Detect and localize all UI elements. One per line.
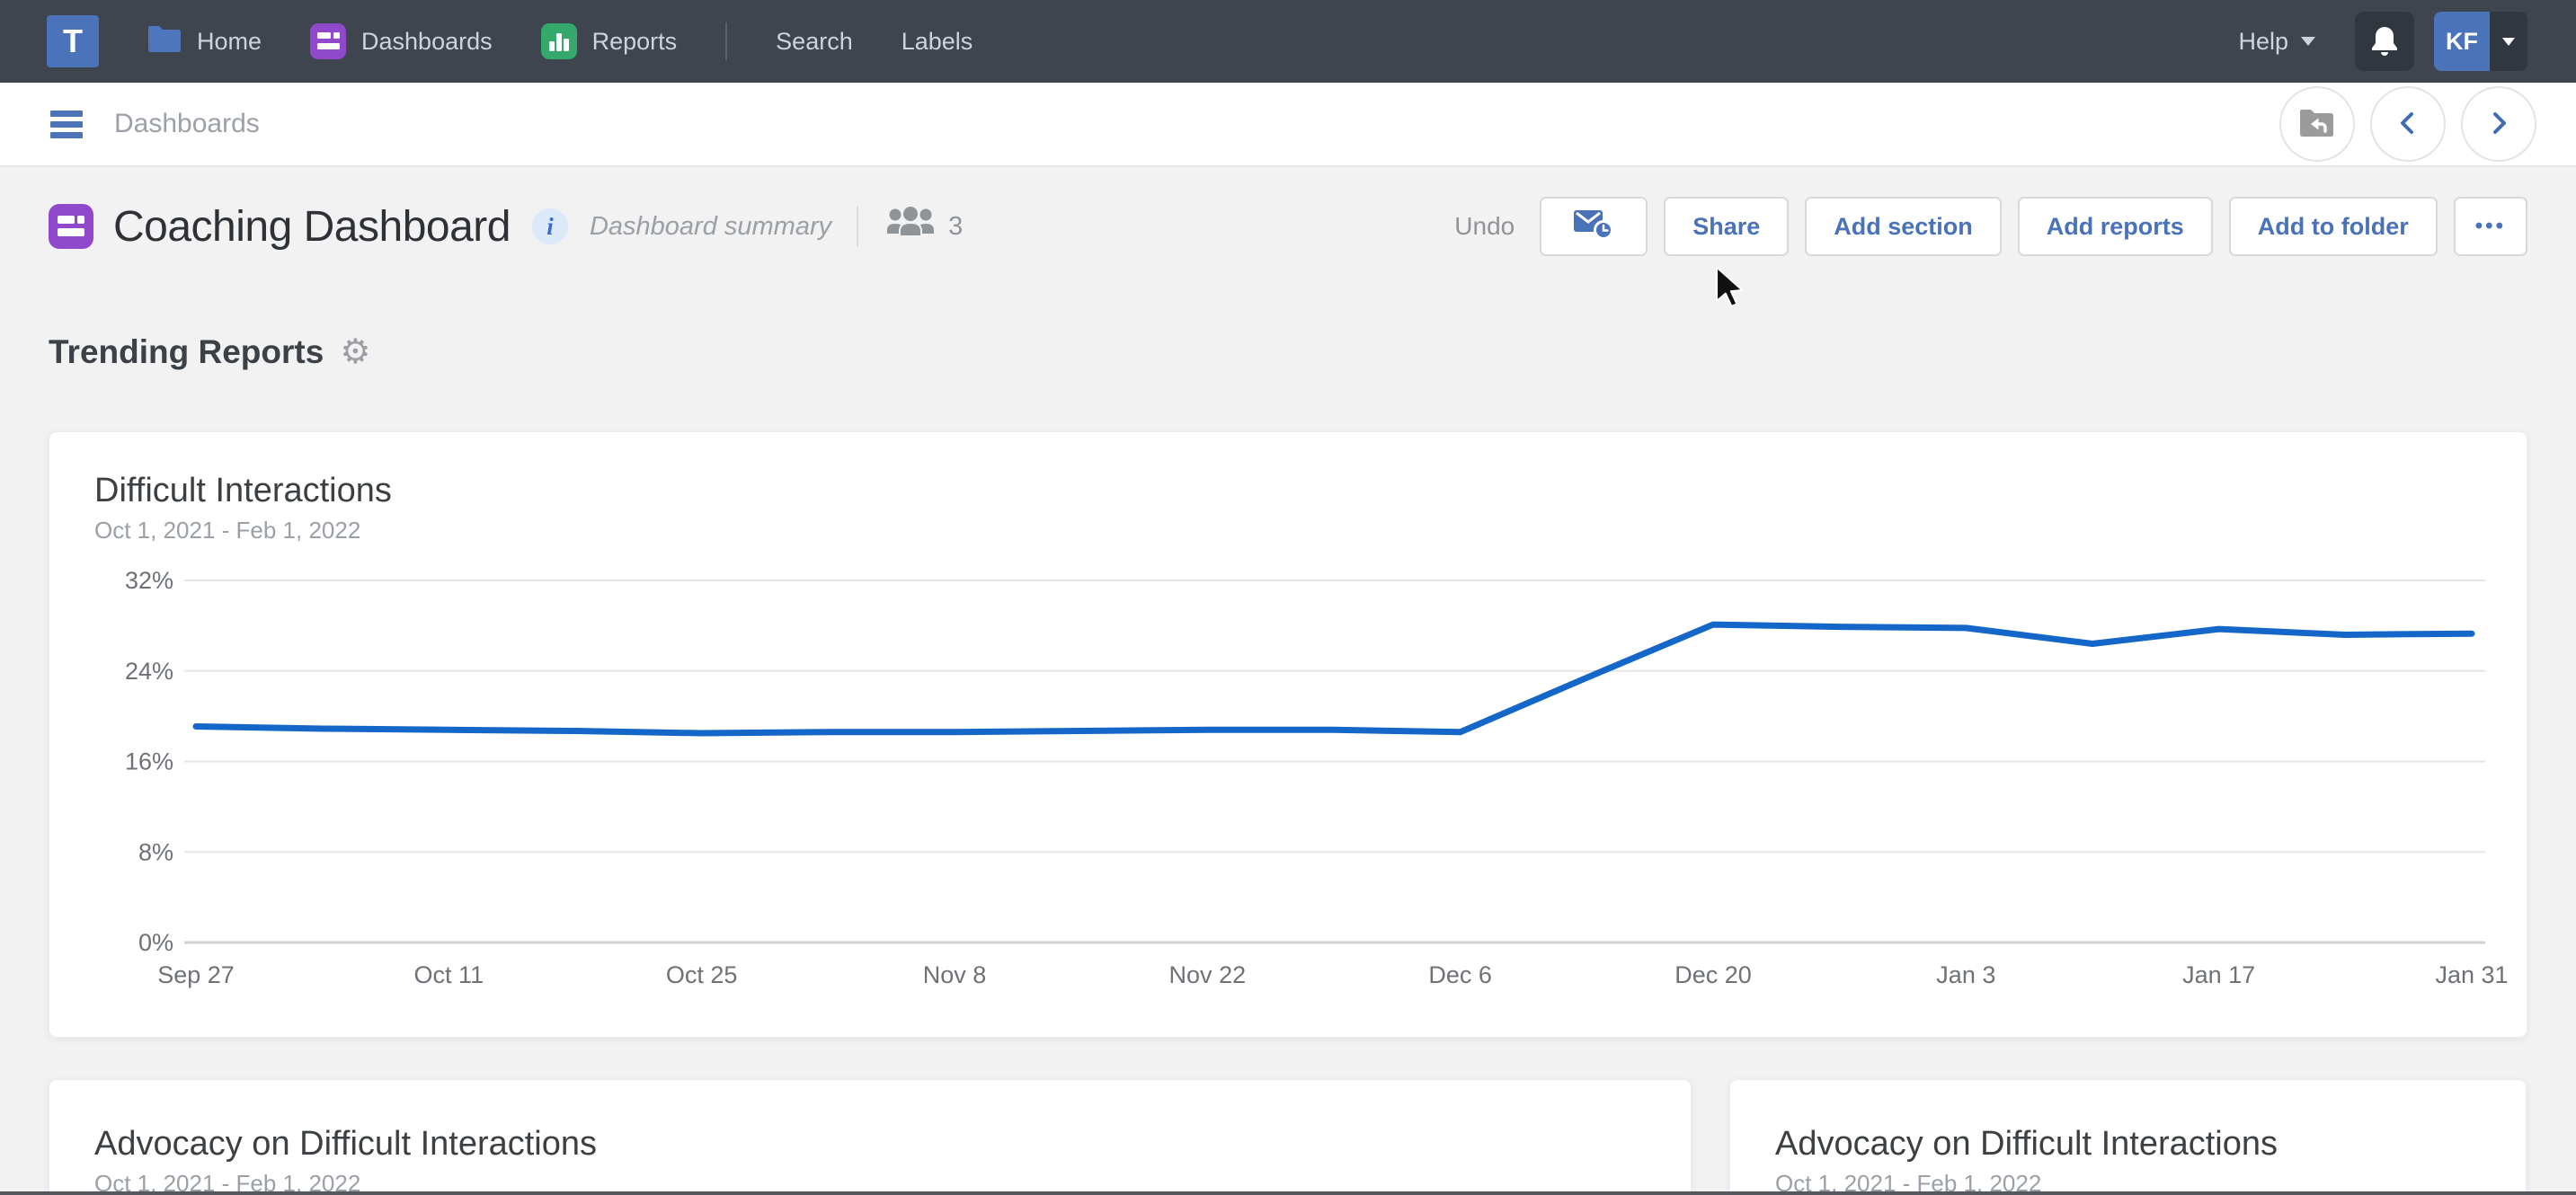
app-logo[interactable]: T: [47, 15, 99, 67]
avatar-dropdown[interactable]: [2490, 12, 2527, 71]
window-bottom-edge: [0, 1191, 2576, 1195]
help-menu[interactable]: Help: [2238, 28, 2315, 56]
nav-left: T Home Dashboards Reports: [47, 15, 973, 67]
breadcrumb[interactable]: Dashboards: [114, 109, 260, 138]
chart-date-range: Oct 1, 2021 - Feb 1, 2022: [94, 517, 361, 544]
dashboard-actions: Undo Share Add section Add reports Add t…: [1454, 197, 2527, 256]
schedule-email-button[interactable]: [1540, 197, 1648, 256]
nav-item-label: Labels: [901, 27, 973, 55]
nav-item-label: Search: [776, 27, 853, 55]
members-indicator[interactable]: 3: [884, 204, 963, 249]
x-axis-tick-label: Jan 17: [2182, 961, 2255, 988]
move-to-folder-button[interactable]: [2279, 86, 2355, 162]
share-button[interactable]: Share: [1664, 197, 1790, 256]
series-line-difficult-interactions: [192, 621, 2475, 737]
members-count: 3: [948, 211, 964, 241]
nav-item-labels[interactable]: Labels: [902, 28, 973, 56]
dashboard-summary[interactable]: Dashboard summary: [589, 211, 832, 241]
nav-item-label: Home: [197, 27, 262, 55]
nav-divider: [725, 22, 728, 60]
more-actions-button[interactable]: •••: [2453, 197, 2527, 256]
nav-right: Help KF: [2238, 12, 2527, 71]
user-avatar-menu[interactable]: KF: [2434, 12, 2527, 71]
email-schedule-icon: [1572, 206, 1615, 248]
report-card-advocacy-2[interactable]: Advocacy on Difficult Interactions Oct 1…: [1729, 1079, 2527, 1195]
chevron-down-icon: [2301, 37, 2315, 46]
y-axis-tick-label: 24%: [125, 658, 173, 685]
dashboard-icon: [49, 204, 93, 249]
divider: [857, 207, 859, 246]
card-date-range: Oct 1, 2021 - Feb 1, 2022: [94, 1170, 361, 1195]
bell-icon: [2370, 24, 2399, 59]
add-reports-button[interactable]: Add reports: [2017, 197, 2213, 256]
page-title: Coaching Dashboard: [113, 202, 511, 251]
x-axis-tick-label: Nov 8: [923, 961, 987, 988]
chevron-down-icon: [2502, 37, 2515, 46]
x-axis-tick-label: Jan 3: [1936, 961, 1995, 988]
line-chart: 0% 8% 16% 24% 32% Sep 27 Oct 11 Oct 25 Nov 8 Nov …: [125, 567, 2509, 988]
notifications-button[interactable]: [2355, 12, 2414, 71]
y-axis-tick-label: 0%: [138, 929, 173, 956]
x-axis-tick-label: Oct 25: [666, 961, 738, 988]
avatar: KF: [2434, 12, 2490, 71]
nav-item-label: Dashboards: [361, 27, 493, 55]
x-axis-tick-label: Sep 27: [157, 961, 235, 988]
back-button[interactable]: [2370, 86, 2446, 162]
dashboard-title-group: Coaching Dashboard i Dashboard summary: [49, 202, 963, 252]
top-nav: T Home Dashboards Reports: [0, 0, 2576, 83]
nav-item-dashboards[interactable]: Dashboards: [310, 23, 493, 59]
y-axis-tick-label: 32%: [125, 567, 173, 594]
x-axis-tick-label: Dec 6: [1428, 961, 1492, 988]
mouse-cursor: [1713, 266, 1747, 314]
nav-item-search[interactable]: Search: [776, 28, 853, 56]
x-axis-tick-label: Nov 22: [1169, 961, 1247, 988]
chart-title: Difficult Interactions: [94, 472, 392, 509]
y-axis-tick-label: 8%: [138, 838, 173, 865]
dashboard-header: Coaching Dashboard i Dashboard summary: [49, 194, 2527, 259]
undo-button[interactable]: Undo: [1454, 212, 1515, 240]
dashboards-icon: [310, 23, 347, 59]
gear-icon[interactable]: ⚙: [340, 333, 371, 371]
card-title: Advocacy on Difficult Interactions: [1775, 1125, 2278, 1163]
y-axis-tick-label: 16%: [125, 748, 173, 775]
report-card-advocacy-1[interactable]: Advocacy on Difficult Interactions Oct 1…: [49, 1079, 1692, 1195]
report-card-difficult-interactions[interactable]: Difficult Interactions Oct 1, 2021 - Feb…: [49, 431, 2527, 1038]
x-axis-tick-label: Jan 31: [2435, 961, 2508, 988]
breadcrumb-bar: Dashboards: [0, 83, 2576, 167]
breadcrumb-actions: [2279, 86, 2536, 162]
bottom-cards-row: Advocacy on Difficult Interactions Oct 1…: [49, 1079, 2527, 1195]
forward-button[interactable]: [2461, 86, 2536, 162]
menu-toggle-button[interactable]: [50, 110, 83, 138]
add-section-button[interactable]: Add section: [1805, 197, 2002, 256]
section-title: Trending Reports: [49, 333, 324, 370]
nav-item-label: Reports: [591, 27, 678, 55]
people-icon: [884, 204, 937, 249]
bar-chart-icon: [540, 23, 577, 59]
card-date-range: Oct 1, 2021 - Feb 1, 2022: [1775, 1170, 2042, 1195]
nav-item-reports[interactable]: Reports: [540, 23, 678, 59]
nav-item-home[interactable]: Home: [147, 24, 262, 59]
help-label: Help: [2238, 27, 2288, 55]
folder-icon: [147, 24, 182, 59]
chevron-right-icon: [2483, 108, 2514, 141]
section-header: Trending Reports ⚙: [49, 332, 2527, 372]
chevron-left-icon: [2393, 108, 2423, 141]
folder-return-icon: [2298, 107, 2336, 142]
main-content: Coaching Dashboard i Dashboard summary: [0, 194, 2576, 1195]
x-axis-tick-label: Dec 20: [1674, 961, 1752, 988]
x-axis-tick-label: Oct 11: [414, 961, 484, 988]
info-icon[interactable]: i: [531, 208, 568, 244]
card-title: Advocacy on Difficult Interactions: [94, 1125, 598, 1163]
add-to-folder-button[interactable]: Add to folder: [2228, 197, 2438, 256]
